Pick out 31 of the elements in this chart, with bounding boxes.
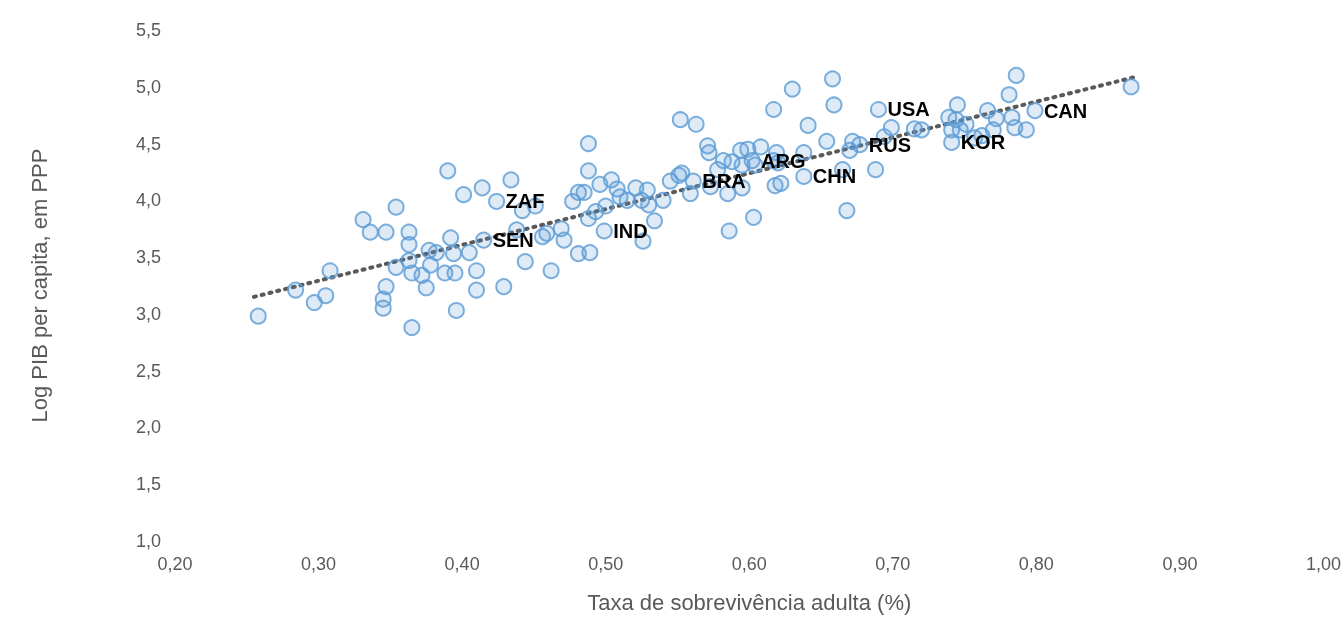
y-tick-label: 5,5 — [135, 20, 161, 40]
y-tick-label: 5,0 — [135, 76, 161, 97]
annotation: CHN — [812, 165, 857, 188]
y-tick-label: 2,5 — [135, 360, 161, 381]
y-tick-label: 3,0 — [135, 303, 161, 324]
y-tick-label: 3,5 — [135, 247, 161, 268]
y-tick-label: 2,0 — [135, 417, 161, 438]
annotation: KOR — [960, 131, 1006, 154]
x-tick-label: 0,80 — [1018, 554, 1054, 574]
x-tick-label: 0,20 — [157, 554, 193, 574]
y-tick-label: 4,0 — [135, 190, 161, 211]
annotation: CAN — [1043, 99, 1088, 122]
x-tick-label: 1,00 — [1305, 554, 1342, 574]
annotation: SEN — [492, 229, 534, 252]
x-tick-label: 0,30 — [301, 554, 337, 574]
annotation: USA — [887, 98, 930, 121]
y-tick-label: 4,5 — [135, 133, 161, 154]
annotation: IND — [613, 219, 648, 242]
y-tick-label: 1,5 — [135, 474, 161, 495]
x-tick-label: 0,70 — [875, 554, 911, 574]
x-tick-label: 0,90 — [1162, 554, 1198, 574]
annotation: RUS — [868, 133, 912, 156]
x-tick-label: 0,40 — [444, 554, 480, 574]
x-axis-title: Taxa de sobrevivência adulta (%) — [587, 589, 912, 615]
y-axis-title: Log PIB per capita, em PPP — [26, 148, 52, 423]
y-tick-label: 1,0 — [135, 531, 161, 551]
x-tick-label: 0,50 — [588, 554, 624, 574]
annotation: ARG — [761, 149, 806, 172]
annotation: BRA — [702, 170, 746, 193]
annotation: ZAF — [505, 190, 545, 213]
x-tick-label: 0,60 — [731, 554, 767, 574]
